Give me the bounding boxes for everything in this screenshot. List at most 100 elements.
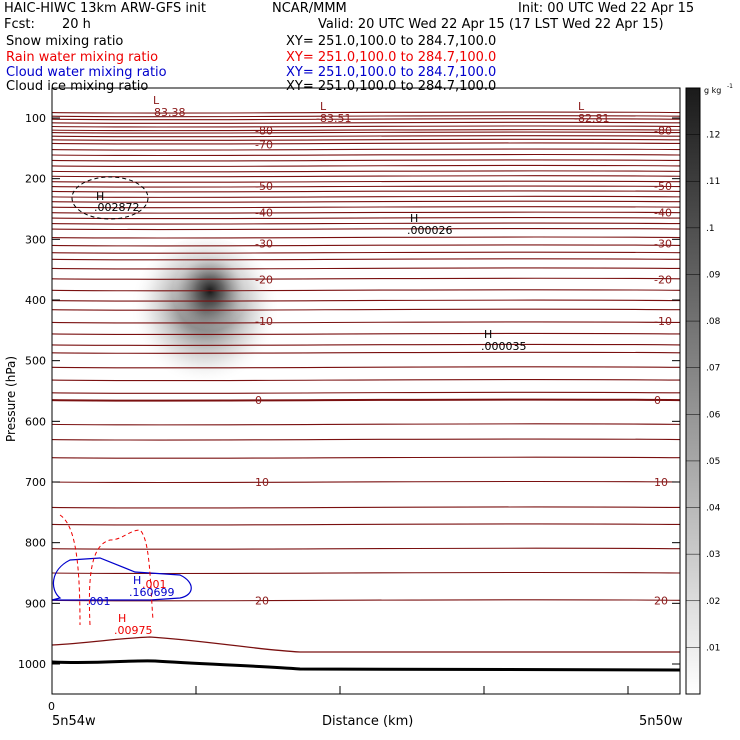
isotherm (51, 571, 681, 575)
y-tick-label: 100 (25, 112, 46, 125)
isotherm-label: -20 (654, 273, 672, 286)
colorbar-tick-label: .06 (706, 410, 721, 420)
isotherm-label: 10 (255, 476, 269, 489)
colorbar-tick-label: .02 (706, 597, 720, 607)
isotherm (51, 111, 681, 114)
field-xy-rain: XY= 251.0,100.0 to 284.7,100.0 (286, 50, 497, 65)
isotherm (51, 121, 681, 124)
isotherm (51, 332, 681, 336)
low-marker: L (153, 94, 160, 107)
isotherm (51, 148, 681, 151)
high-value: .000026 (407, 224, 453, 237)
x-left-label: 5n54w (52, 714, 96, 729)
isotherm (51, 211, 681, 214)
valid-time: Valid: 20 UTC Wed 22 Apr 15 (17 LST Wed … (318, 17, 664, 32)
y-tick-label: 1000 (18, 658, 46, 671)
isotherm-label: -50 (255, 180, 273, 193)
isotherm-lines: -80 -80-70-50 -50-40 -40-30 -30-20 -20-10 -100… (51, 111, 681, 607)
isotherm-label: -40 (255, 207, 273, 220)
low-value: -83.38 (150, 106, 185, 119)
contour-label: .001 (86, 595, 111, 608)
isotherm (51, 343, 681, 347)
colorbar-tick-label: .03 (706, 550, 720, 560)
model-title: HAIC-HIWC 13km ARW-GFS init (4, 1, 206, 16)
y-tick-label: 700 (25, 476, 46, 489)
colorbar (685, 87, 701, 695)
isotherm-label: -70 (255, 139, 273, 152)
isotherm-label: 0 (654, 394, 661, 407)
cloud-water-contour (51, 557, 192, 601)
y-tick-label: 800 (25, 537, 46, 550)
isotherm-label: -30 (654, 238, 672, 251)
plot-frame (51, 87, 681, 695)
isotherm (51, 185, 681, 188)
contour-label: .001 (142, 578, 167, 591)
field-xy-cloud-water: XY= 251.0,100.0 to 284.7,100.0 (286, 65, 497, 80)
surface-line (51, 659, 681, 672)
isotherm (51, 131, 681, 134)
isotherm (51, 216, 681, 220)
isotherm-label: -40 (654, 207, 672, 220)
isotherm (51, 195, 681, 198)
x-axis-label: Distance (km) (322, 714, 413, 729)
low-marker: L (320, 100, 327, 113)
isotherm (51, 480, 681, 484)
high-marker: H (133, 574, 141, 587)
isotherm (51, 164, 681, 168)
isotherm-label: -10 (654, 315, 672, 328)
isotherm (51, 175, 681, 178)
isotherm (51, 170, 681, 173)
high-value: .160699 (129, 586, 175, 599)
isotherm (51, 299, 681, 302)
rain-water-contour-1 (59, 514, 81, 626)
isotherm (51, 366, 681, 369)
y-tick-label: 900 (25, 597, 46, 610)
colorbar-tick-label: .09 (706, 270, 721, 280)
field-xy-snow: XY= 251.0,100.0 to 284.7,100.0 (286, 34, 497, 49)
isotherm (51, 200, 681, 203)
colorbar-tick-label: .07 (706, 364, 720, 374)
x-axis-ticks (51, 686, 629, 694)
org-label: NCAR/MMM (272, 1, 347, 16)
high-value: .000035 (481, 340, 527, 353)
low-value: -82.81 (574, 112, 609, 125)
isotherm (51, 599, 681, 602)
isotherm (51, 227, 681, 231)
colorbar-unit-exponent: -1 (727, 83, 733, 90)
isotherm (51, 236, 681, 239)
isotherm-label: -50 (654, 180, 672, 193)
isotherm (51, 142, 681, 145)
isotherm (51, 159, 681, 162)
isotherm (51, 351, 681, 354)
high-marker: H (410, 212, 418, 225)
isotherm (51, 138, 681, 141)
colorbar-unit: g kg (704, 86, 721, 95)
colorbar-tick-label: .05 (706, 457, 720, 467)
isotherm (51, 251, 681, 254)
colorbar-tick-label: .01 (706, 643, 720, 653)
isotherm (51, 125, 681, 128)
field-name-rain: Rain water mixing ratio (6, 50, 159, 65)
isotherm (51, 378, 681, 382)
isotherm (51, 321, 681, 324)
isotherm (51, 289, 681, 292)
isotherm (51, 423, 681, 426)
isotherm (51, 118, 681, 121)
isotherm-label: 10 (654, 476, 668, 489)
isotherm-label: -20 (255, 273, 273, 286)
y-tick-label: 200 (25, 173, 46, 186)
surface-isotherm (51, 636, 680, 653)
colorbar-tick-label: .12 (706, 131, 720, 141)
colorbar-tick-label: .11 (706, 177, 720, 187)
x-right-label: 5n50w (639, 714, 683, 729)
isotherm (51, 547, 681, 550)
isotherm-label: 0 (255, 394, 262, 407)
isotherm-label: 20 (255, 594, 269, 607)
isotherm (51, 267, 681, 270)
isotherm-label: -80 (654, 125, 672, 138)
isotherm (51, 206, 681, 209)
isotherm (51, 222, 681, 225)
x-tick-label-0: 0 (48, 700, 55, 713)
colorbar-ticks: .01 .02 .03 .04 .05 .06 .07 .08 .09 .1 .11 .12 (686, 131, 721, 653)
